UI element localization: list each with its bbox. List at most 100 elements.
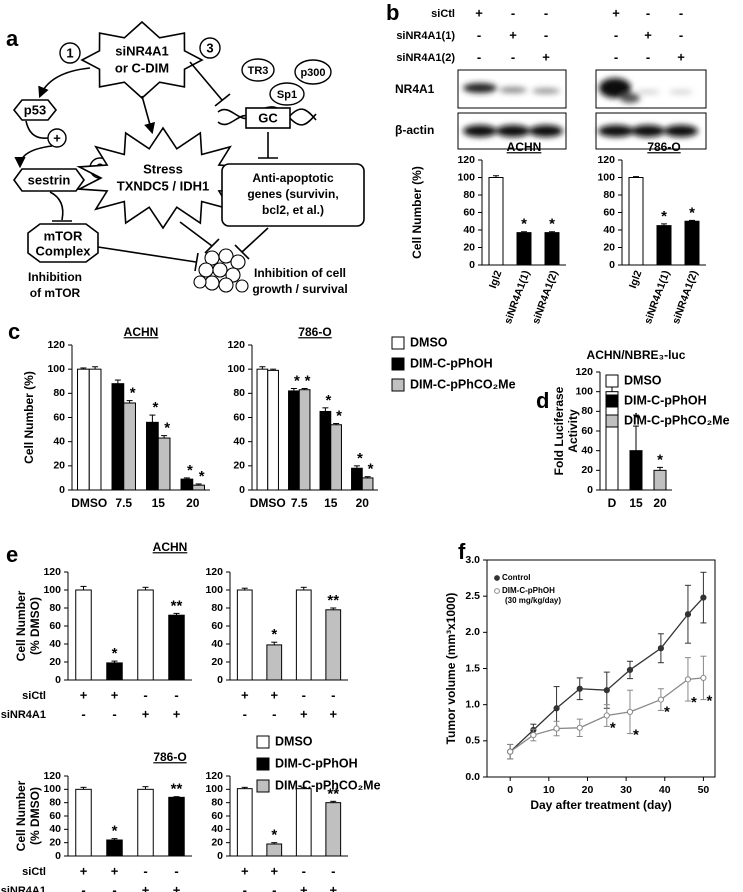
y-tick-label: 0 [239,484,245,496]
y-axis-label: Fold Luciferase [552,386,566,475]
bar [77,368,90,491]
x-tick-label: DMSO [71,496,107,510]
bar [629,450,643,491]
y-tick-label: 0 [217,850,223,862]
y-tick-label: 40 [49,638,61,650]
y-tick-label: 0 [609,259,615,271]
x-tick-label: 7.5 [115,496,132,510]
y-tick-label: 60 [233,411,245,423]
y-tick-label: 60 [463,206,475,218]
row-sign: - [112,706,116,721]
inhibit-line [97,246,197,263]
inhibit-line [241,227,269,253]
panel-label: a [6,26,19,51]
y-tick-label: 20 [603,241,615,253]
row-sign: - [112,882,116,892]
blot-panel: b NR4A1 β-actin siCtl + - - + - - siNR4A1(1) - + -… [386,0,707,150]
condition-sign: - [511,5,515,20]
stress-text: Stress [143,161,183,176]
condition-sign: - [679,5,683,20]
bar [319,410,332,491]
row-sign: + [173,882,181,892]
y-tick-label: 120 [597,154,615,166]
mtor-text: Complex [36,243,92,258]
x-tick-label: 20 [653,496,667,510]
inhibit-bar [214,93,231,107]
significance: * [130,385,136,402]
chart-title: 786-O [298,325,331,339]
significance: * [199,468,205,485]
y-tick-label: 0 [217,674,223,686]
y-tick-label: 80 [603,189,615,201]
y-axis-label: Activity [566,409,580,453]
condition-sign: + [509,27,517,42]
y-tick-label: 100 [597,171,615,183]
significance: * [691,694,697,711]
step-circle [199,37,221,59]
y-tick-label: 20 [463,241,475,253]
legend-marker [494,588,500,594]
inhibit-line [49,191,64,221]
condition-sign: + [542,49,550,64]
y-tick-label: 3.0 [465,554,480,566]
bar [351,467,363,491]
y-tick-label: 0.0 [465,771,480,783]
x-tick-label: 20 [356,496,370,510]
y-axis-label: Cell Number (%) [410,166,424,259]
y-tick-label: 80 [211,796,223,808]
significance: * [325,392,331,409]
y-tick-label: 0 [587,484,593,496]
row-sign: - [302,687,306,702]
y-tick-label: 1.0 [465,698,480,710]
significance: * [294,372,300,389]
bar [180,478,194,491]
chart-title: ACHN/NBRE₃-luc [587,348,686,362]
bar [325,609,342,681]
x-tick-label: DMSO [250,496,286,510]
diagram: a siNR4A1 or C-DIM 1 2 3 p53 + sestrin m… [6,20,365,300]
panel-label: e [6,542,18,567]
x-tick-label: siNR4A1(2) [530,269,560,326]
y-tick-label: 20 [211,656,223,668]
significance: * [521,216,527,233]
y-tick-label: 120 [43,566,61,578]
stress-shape [76,126,250,230]
significance: * [633,410,639,427]
panel-label: f [458,539,466,564]
bar [295,788,312,857]
point [684,611,692,618]
protein-label: NR4A1 [395,82,435,96]
legend-label: DMSO [624,373,662,387]
significance: * [664,703,670,720]
agent-text: siNR4A1 [115,43,168,58]
chart-title: ACHN [124,325,159,339]
outcome-text: Inhibition of cell [254,266,346,280]
bar [123,402,136,491]
plus-text: + [53,130,61,145]
y-axis-label: Cell Number [14,780,28,851]
bar [288,390,300,491]
significance: * [689,204,695,221]
x-tick-label: siNR4A1(2) [670,269,700,326]
factor-text: Sp1 [277,89,297,101]
point [626,708,634,716]
y-tick-label: 80 [463,189,475,201]
legend-swatch [605,374,619,388]
row-label: siNR4A1 [1,885,46,892]
row-sign: + [329,882,337,892]
legend-label: DIM-C-pPhOH [624,393,707,407]
condition-sign: - [511,49,515,64]
legend-swatch [605,394,619,408]
condition-sign: - [477,49,481,64]
x-tick-label: 15 [629,496,643,510]
condition-label: siNR4A1(2) [396,52,455,64]
y-tick-label: 120 [457,154,475,166]
legend-swatch [391,378,405,392]
bar [516,232,532,266]
bar [653,469,667,491]
stress-text: TXNDC5 / IDH1 [117,178,209,193]
promoter-text: GC [258,110,278,125]
protein-label: β-actin [395,123,434,137]
y-tick-label: 20 [53,460,65,472]
chart-title: ACHN [507,140,542,154]
